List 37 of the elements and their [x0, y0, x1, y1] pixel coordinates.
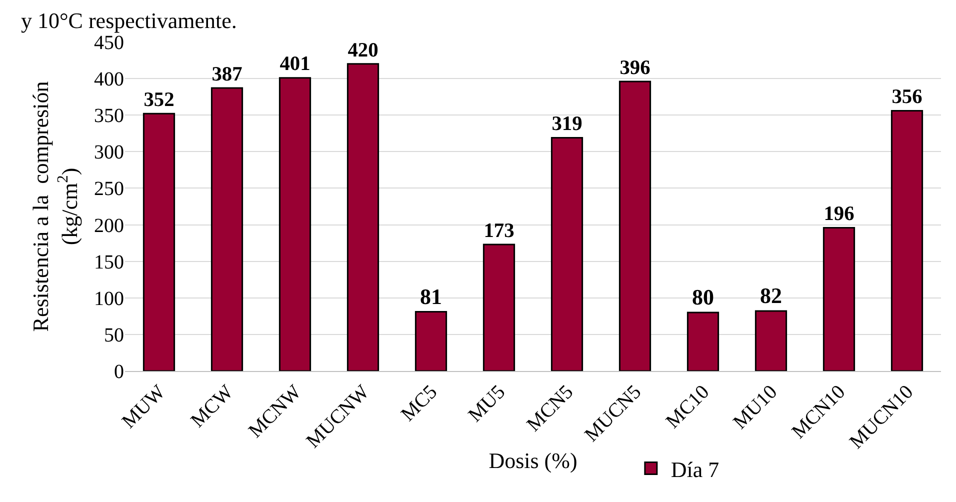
data-label: 396: [620, 56, 650, 79]
x-axis-title: Dosis (%): [488, 448, 578, 474]
data-label: 82: [760, 283, 782, 308]
data-label: 319: [552, 113, 582, 136]
data-label: 80: [692, 284, 714, 310]
legend-label: Día 7: [670, 456, 720, 482]
y-tick-label: 300: [94, 142, 124, 164]
data-label: 401: [280, 53, 310, 76]
data-label: 420: [348, 39, 378, 62]
y-tick-label: 250: [94, 178, 124, 200]
data-label: 352: [144, 89, 174, 112]
bar: [890, 110, 924, 371]
data-label: 173: [484, 220, 514, 242]
bar: [142, 112, 176, 371]
y-tick-label: 450: [94, 32, 124, 54]
y-tick-label: 0: [114, 361, 124, 383]
bar: [618, 80, 652, 371]
bar: [414, 311, 448, 371]
bar: [822, 226, 856, 371]
bar: [346, 63, 380, 371]
y-tick-label: 50: [104, 324, 124, 346]
bar: [278, 77, 312, 371]
y-tick-label: 100: [94, 288, 124, 310]
bar: [754, 310, 788, 371]
bar: [686, 312, 720, 371]
bar: [550, 137, 584, 371]
y-tick-label: 350: [94, 105, 124, 128]
data-label: 356: [892, 86, 922, 108]
data-label: 387: [212, 63, 242, 86]
y-tick-label: 150: [94, 251, 124, 274]
y-tick-label: 200: [94, 214, 124, 237]
bar: [210, 87, 244, 371]
text: y 10°C respectivamente.: [21, 8, 237, 33]
y-tick-label: 400: [94, 68, 124, 91]
bar: [482, 244, 516, 371]
data-label: 196: [824, 203, 854, 226]
data-label: 81: [420, 284, 442, 309]
